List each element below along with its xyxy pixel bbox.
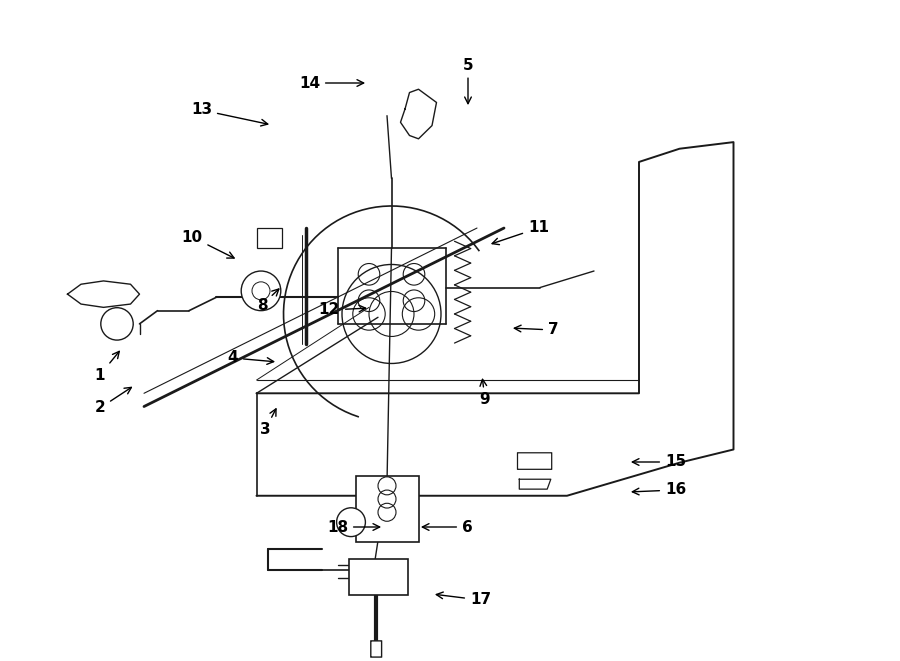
Text: 16: 16 [633, 483, 686, 498]
Text: 10: 10 [182, 229, 234, 258]
FancyBboxPatch shape [349, 559, 408, 595]
Text: 5: 5 [463, 58, 473, 104]
Text: 9: 9 [480, 379, 491, 407]
FancyBboxPatch shape [256, 228, 282, 248]
Text: 8: 8 [256, 289, 279, 313]
Circle shape [101, 307, 133, 340]
Text: 4: 4 [228, 350, 274, 366]
Text: 15: 15 [633, 455, 686, 469]
Text: 2: 2 [94, 387, 131, 416]
Text: 18: 18 [327, 520, 380, 535]
Text: 6: 6 [422, 520, 472, 535]
Circle shape [241, 271, 281, 311]
FancyBboxPatch shape [518, 453, 552, 469]
FancyBboxPatch shape [371, 641, 382, 657]
Text: 17: 17 [436, 592, 491, 607]
Polygon shape [519, 479, 551, 489]
Polygon shape [68, 281, 140, 307]
Text: 12: 12 [319, 303, 365, 317]
Circle shape [337, 508, 365, 537]
Text: 3: 3 [260, 409, 276, 438]
Text: 14: 14 [299, 75, 364, 91]
Text: 7: 7 [514, 323, 559, 338]
Text: 13: 13 [191, 102, 268, 126]
Text: 1: 1 [94, 352, 120, 383]
FancyBboxPatch shape [356, 476, 418, 542]
Text: 11: 11 [492, 221, 549, 245]
